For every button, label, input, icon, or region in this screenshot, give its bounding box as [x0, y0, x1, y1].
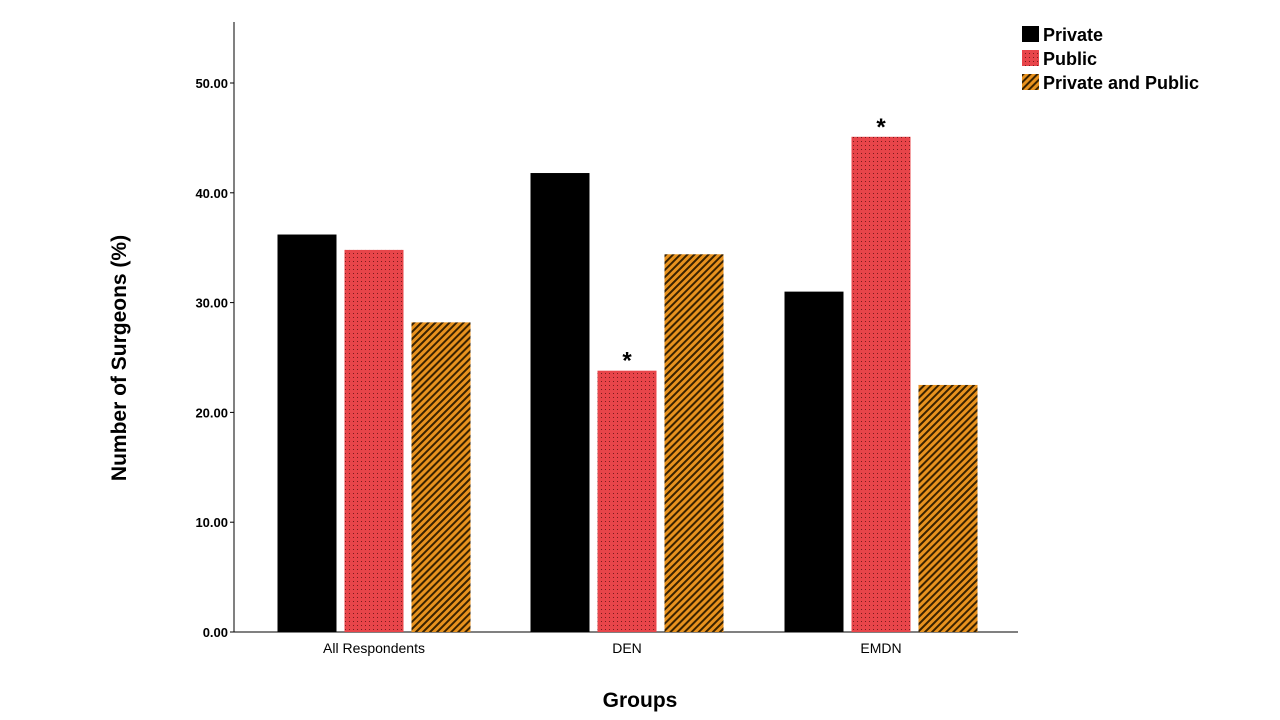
labels: All Respondents DEN EMDN * * [323, 114, 902, 656]
bars [277, 136, 978, 633]
legend-swatch [1022, 50, 1039, 66]
x-tick-label: DEN [612, 640, 642, 656]
legend-label: Public [1043, 49, 1097, 69]
x-tick-label: EMDN [860, 640, 901, 656]
bar-private-all-respondents [277, 234, 337, 633]
bar-public-all-respondents [344, 249, 404, 632]
bar-private-and-public-all-respondents [411, 322, 471, 632]
y-axis-title: Number of Surgeons (%) [108, 235, 131, 481]
bar-public-den [597, 370, 657, 632]
y-tick-label: 40.00 [195, 186, 228, 201]
y-tick-label: 20.00 [195, 405, 228, 420]
legend-label: Private [1043, 25, 1103, 45]
legend: Private Public Private and Public [1022, 25, 1199, 93]
significance-asterisk: * [622, 348, 632, 375]
legend-swatch [1022, 26, 1039, 42]
y-tick-label: 30.00 [195, 296, 228, 311]
bar-public-emdn [851, 136, 911, 632]
bar-private-and-public-emdn [918, 384, 978, 632]
x-axis-title: Groups [603, 689, 678, 712]
legend-swatch [1022, 74, 1039, 90]
y-tick-label: 10.00 [195, 515, 228, 530]
y-tick-label: 0.00 [203, 625, 228, 640]
bar-private-and-public-den [664, 254, 724, 632]
y-tick-label: 50.00 [195, 76, 228, 91]
legend-label: Private and Public [1043, 73, 1199, 93]
bar-private-den [530, 173, 590, 632]
x-tick-label: All Respondents [323, 640, 425, 656]
significance-asterisk: * [876, 114, 886, 141]
bar-private-emdn [784, 291, 844, 632]
